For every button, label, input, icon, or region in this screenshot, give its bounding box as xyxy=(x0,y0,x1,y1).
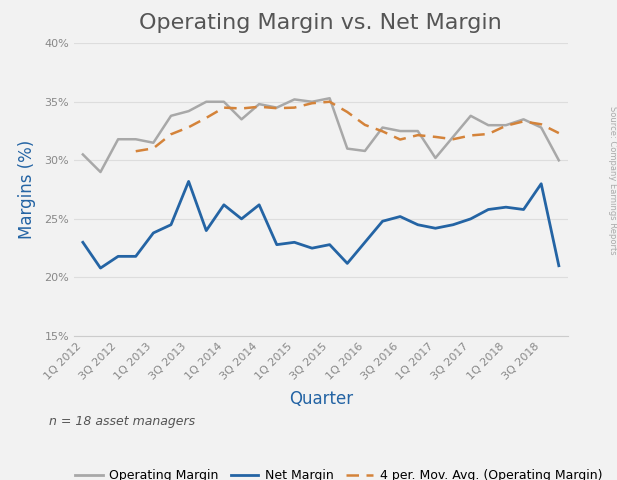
Legend: Operating Margin, Net Margin, 4 per. Mov. Avg. (Operating Margin): Operating Margin, Net Margin, 4 per. Mov… xyxy=(75,469,602,480)
Y-axis label: Margins (%): Margins (%) xyxy=(18,140,36,239)
Title: Operating Margin vs. Net Margin: Operating Margin vs. Net Margin xyxy=(139,13,502,33)
X-axis label: Quarter: Quarter xyxy=(289,390,353,408)
Text: n = 18 asset managers: n = 18 asset managers xyxy=(49,415,196,428)
Text: © 2019 SS&C Research, Analytics, and Consulting;
Source: Company Earnings Report: © 2019 SS&C Research, Analytics, and Con… xyxy=(608,106,617,319)
